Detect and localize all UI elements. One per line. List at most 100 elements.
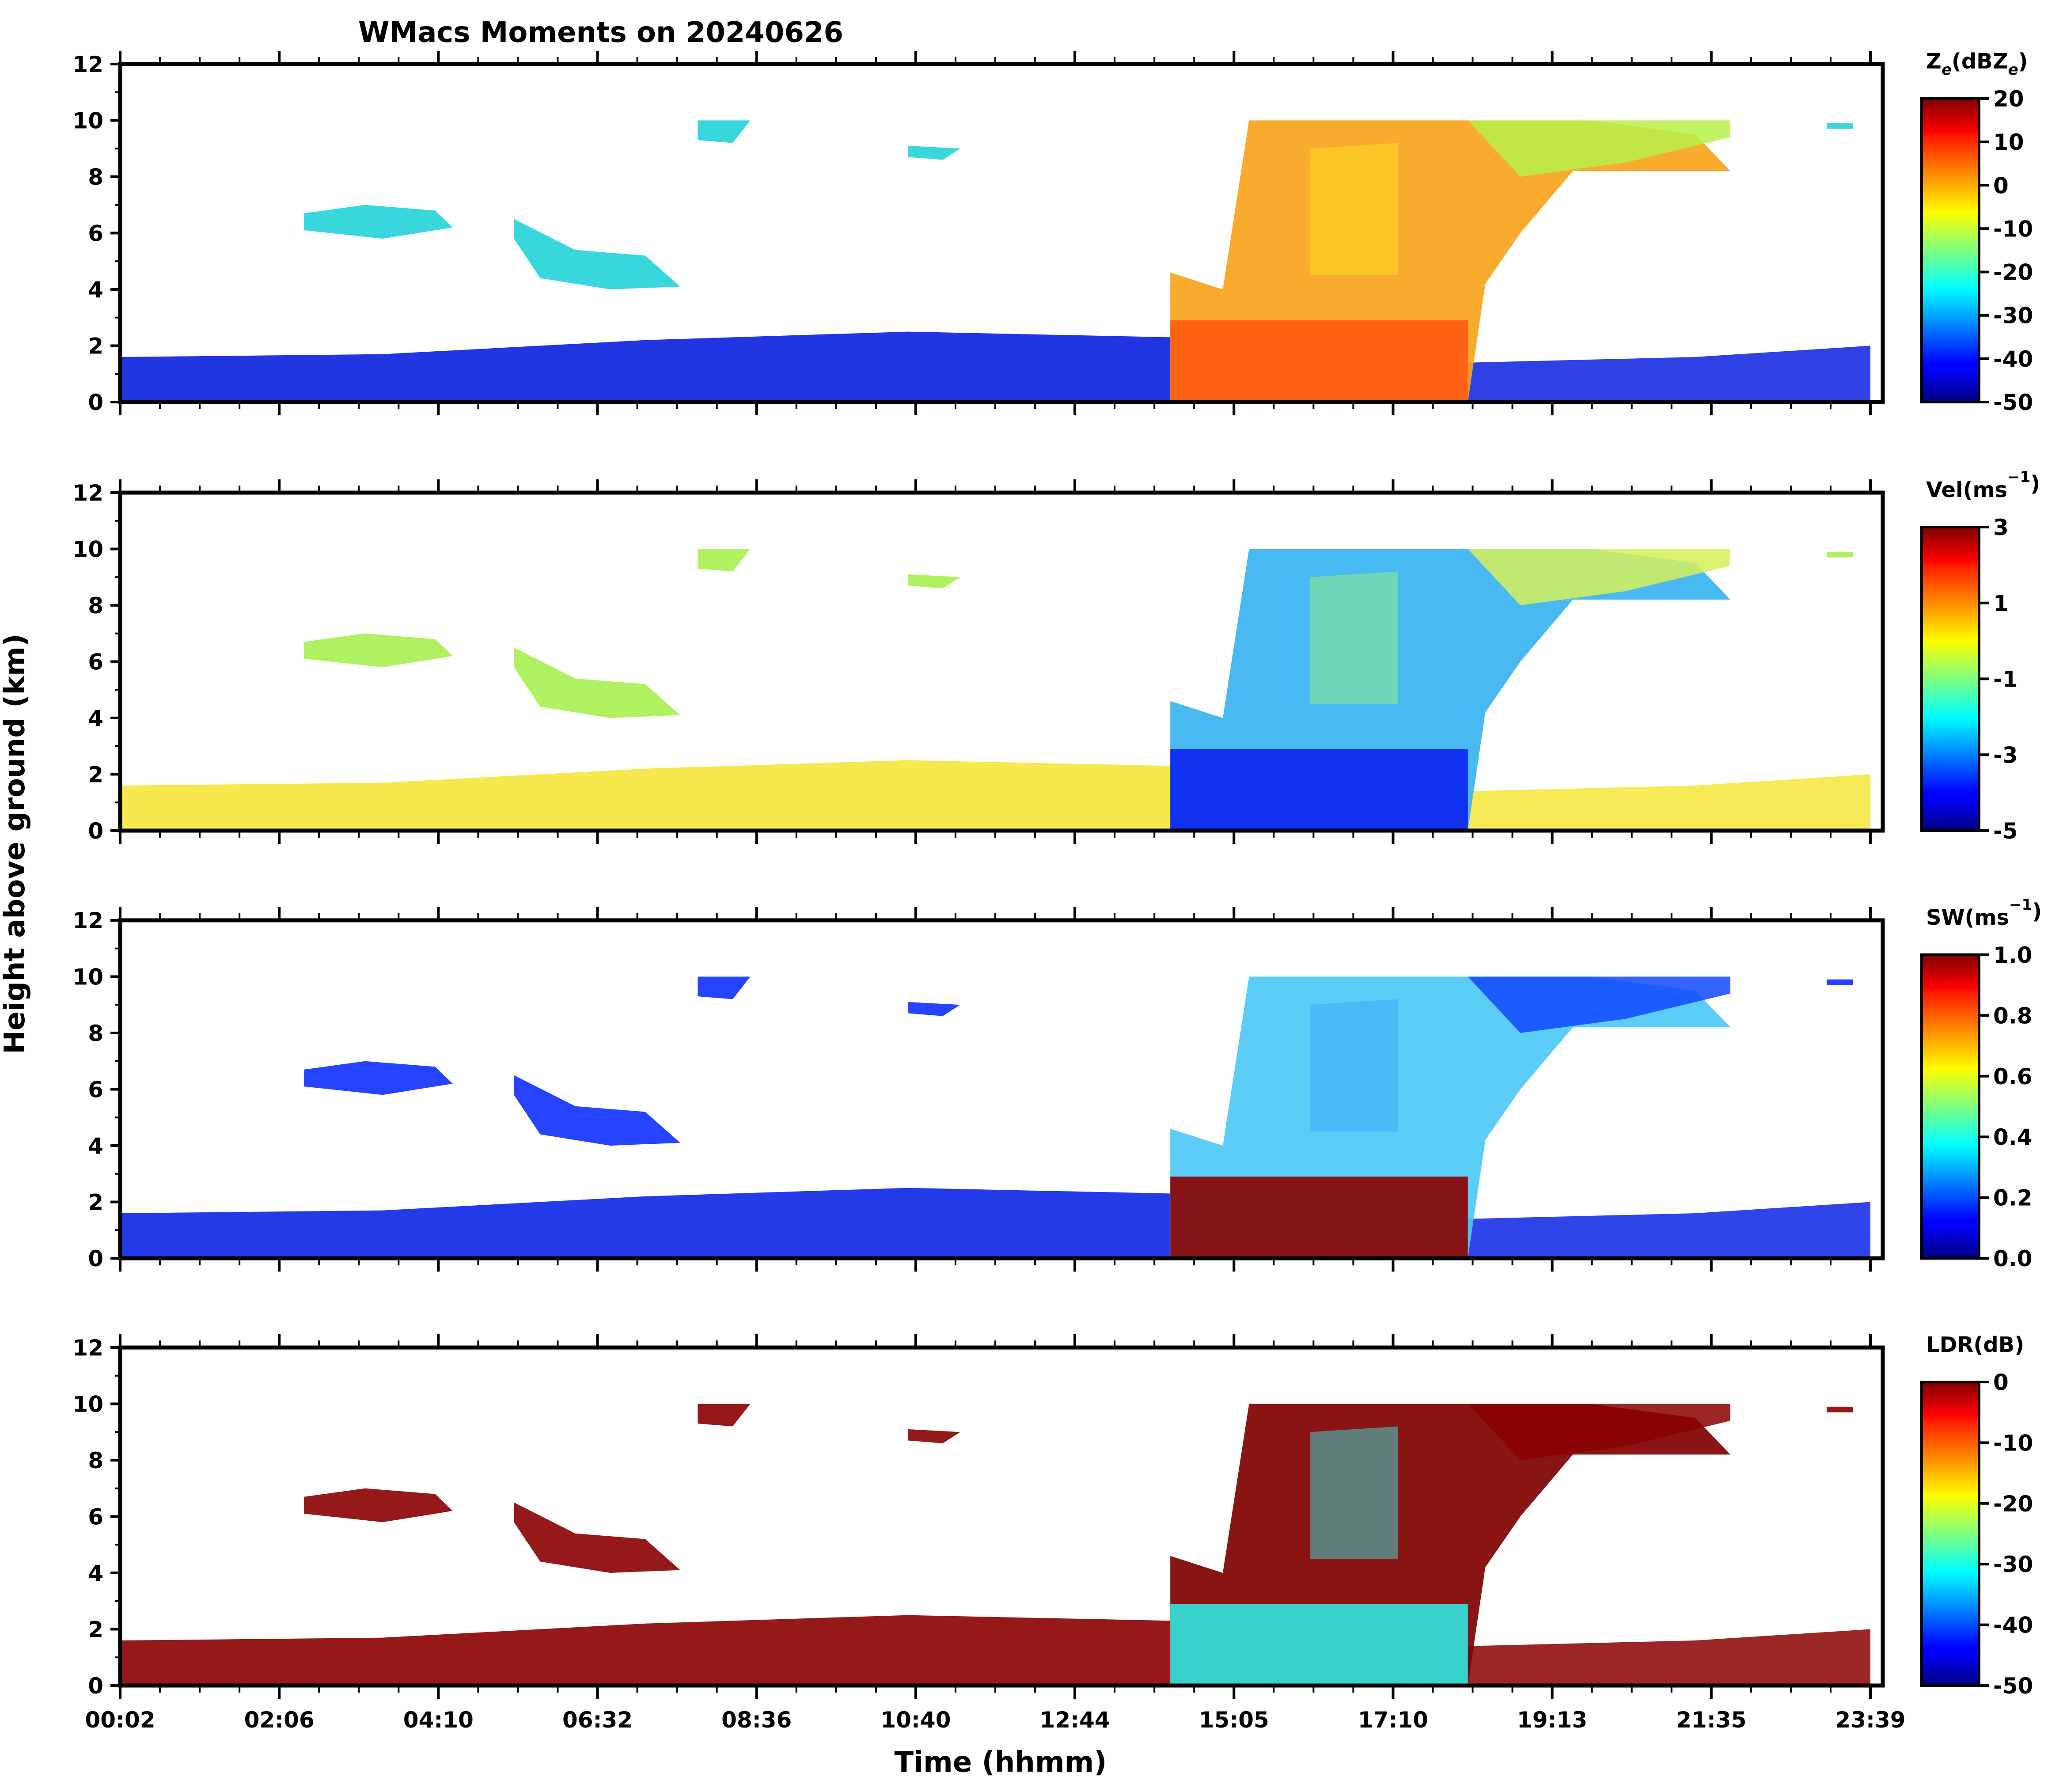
colorbar-tick-label: -40 bbox=[1993, 1613, 2033, 1638]
y-tick-label: 8 bbox=[88, 1021, 103, 1046]
radar-field bbox=[120, 549, 1870, 831]
y-tick-label: 12 bbox=[72, 1335, 103, 1361]
mid-cloud-1 bbox=[304, 1061, 453, 1095]
x-tick-label: 21:35 bbox=[1676, 1707, 1746, 1733]
colorbar-tick-label: -20 bbox=[1993, 260, 2033, 285]
upper-cloud-2 bbox=[907, 1002, 960, 1016]
upper-cloud-2 bbox=[907, 145, 960, 160]
chart-title: WMacs Moments on 20240626 bbox=[358, 16, 843, 49]
y-tick-label: 0 bbox=[88, 1673, 103, 1699]
y-tick-label: 8 bbox=[88, 593, 103, 619]
rain-layer bbox=[1170, 1177, 1468, 1258]
colorbar-tick-label: -50 bbox=[1993, 1673, 2033, 1699]
storm-core-upper bbox=[1310, 999, 1398, 1132]
y-tick-label: 12 bbox=[72, 52, 103, 77]
anvil-cloud bbox=[1468, 976, 1731, 1033]
colorbar-gradient bbox=[1922, 99, 1979, 402]
colorbar-tick-label: 0.4 bbox=[1993, 1124, 2033, 1150]
colorbar-label-part: Z bbox=[1926, 49, 1942, 74]
y-tick-label: 6 bbox=[88, 649, 103, 675]
colorbar-label-part: e bbox=[1942, 61, 1952, 79]
y-tick-label: 10 bbox=[72, 108, 103, 134]
colorbar-tick-label: -30 bbox=[1993, 1552, 2033, 1577]
boundary-layer-echo-late bbox=[1468, 1202, 1870, 1258]
x-tick-label: 04:10 bbox=[403, 1707, 474, 1733]
upper-cloud-1 bbox=[698, 976, 751, 999]
y-tick-label: 8 bbox=[88, 164, 103, 190]
mid-cloud-2 bbox=[514, 1502, 680, 1573]
colorbar-frame bbox=[1920, 97, 1980, 403]
colorbar-label-part: ) bbox=[2030, 471, 2040, 496]
y-tick-label: 6 bbox=[88, 221, 103, 247]
colorbar-frame bbox=[1920, 1381, 1980, 1687]
y-tick-label: 4 bbox=[88, 1133, 103, 1159]
colorbar-tick-label: 10 bbox=[1993, 129, 2024, 155]
colorbar-tick-label: -1 bbox=[1993, 667, 2018, 692]
y-tick-label: 6 bbox=[88, 1077, 103, 1103]
colorbar-tick-label: 3 bbox=[1993, 515, 2009, 540]
y-tick-label: 10 bbox=[72, 964, 103, 990]
colorbar-tick-label: 0.8 bbox=[1993, 1003, 2033, 1029]
rain-layer bbox=[1170, 320, 1468, 402]
y-axis-label: Height above ground (km) bbox=[0, 634, 31, 1054]
upper-cloud-3 bbox=[1826, 551, 1853, 558]
y-tick-label: 4 bbox=[88, 277, 103, 303]
colorbar-label-part: LDR(dB) bbox=[1926, 1333, 2024, 1357]
colorbar-tick-label: 0.0 bbox=[1993, 1246, 2033, 1272]
mid-cloud-1 bbox=[304, 633, 453, 668]
anvil-cloud bbox=[1468, 549, 1731, 605]
x-tick-label: 17:10 bbox=[1358, 1707, 1428, 1733]
x-tick-label: 19:13 bbox=[1517, 1707, 1587, 1733]
y-tick-label: 2 bbox=[88, 762, 103, 788]
x-tick-label: 02:06 bbox=[244, 1707, 315, 1733]
colorbar-tick-label: -10 bbox=[1993, 216, 2033, 242]
rain-layer bbox=[1170, 749, 1468, 831]
y-tick-label: 4 bbox=[88, 706, 103, 731]
y-tick-label: 2 bbox=[88, 1190, 103, 1215]
y-tick-label: 4 bbox=[88, 1560, 103, 1586]
radar-field bbox=[120, 1404, 1870, 1686]
boundary-layer-echo bbox=[120, 760, 1171, 831]
colorbar-label: SW(ms−1) bbox=[1926, 896, 2042, 930]
y-tick-label: 8 bbox=[88, 1448, 103, 1473]
colorbar-label-part: ) bbox=[2032, 899, 2042, 924]
upper-cloud-1 bbox=[698, 1404, 751, 1427]
y-tick-label: 12 bbox=[72, 480, 103, 506]
colorbar-tick-label: 0.6 bbox=[1993, 1064, 2033, 1090]
x-tick-label: 06:32 bbox=[562, 1707, 633, 1733]
upper-cloud-3 bbox=[1826, 979, 1853, 985]
anvil-cloud bbox=[1468, 120, 1731, 177]
boundary-layer-echo-late bbox=[1468, 774, 1870, 831]
colorbar-reflectivity: 20 10 0 -10 -20 -30 -40 -50 Ze(dBZe) bbox=[1920, 49, 2033, 415]
panel-spectral-width: 0 2 4 6 8 10 12 1.0 0.8 0.6 0.4 0.2 0.0 SW(ms−1) bbox=[72, 896, 2042, 1272]
upper-cloud-1 bbox=[698, 549, 751, 572]
x-tick-label: 23:39 bbox=[1835, 1707, 1905, 1733]
x-tick-label: 10:40 bbox=[880, 1707, 951, 1733]
y-tick-label: 2 bbox=[88, 334, 103, 359]
y-tick-label: 0 bbox=[88, 390, 103, 415]
colorbar-tick-label: -3 bbox=[1993, 742, 2018, 768]
colorbar-tick-label: 0 bbox=[1993, 1370, 2009, 1395]
anvil-cloud bbox=[1468, 1404, 1731, 1460]
x-tick-label: 00:02 bbox=[85, 1707, 155, 1733]
colorbar-tick-label: 20 bbox=[1993, 86, 2024, 112]
colorbar-label-part: ) bbox=[2018, 49, 2028, 74]
mid-cloud-2 bbox=[514, 647, 680, 718]
colorbar-gradient bbox=[1922, 1382, 1979, 1686]
storm-core-upper bbox=[1310, 143, 1398, 276]
boundary-layer-echo bbox=[120, 331, 1171, 402]
radar-field bbox=[120, 120, 1870, 402]
panel-velocity: 0 2 4 6 8 10 12 3 1 -1 -3 -5 Vel(ms−1) bbox=[72, 468, 2040, 844]
colorbar-label-part: Vel(ms bbox=[1926, 478, 2007, 502]
colorbar-tick-label: -30 bbox=[1993, 303, 2033, 329]
colorbar-tick-label: 1 bbox=[1993, 591, 2009, 616]
boundary-layer-echo-late bbox=[1468, 1629, 1870, 1686]
upper-cloud-3 bbox=[1826, 1406, 1853, 1412]
y-tick-label: 2 bbox=[88, 1617, 103, 1643]
colorbar-velocity: 3 1 -1 -3 -5 Vel(ms−1) bbox=[1920, 468, 2040, 844]
x-tick-label: 15:05 bbox=[1199, 1707, 1269, 1733]
colorbar-label-part: (dBZ bbox=[1952, 49, 2008, 74]
colorbar-tick-label: 0.2 bbox=[1993, 1185, 2033, 1211]
colorbar-frame bbox=[1920, 953, 1980, 1260]
